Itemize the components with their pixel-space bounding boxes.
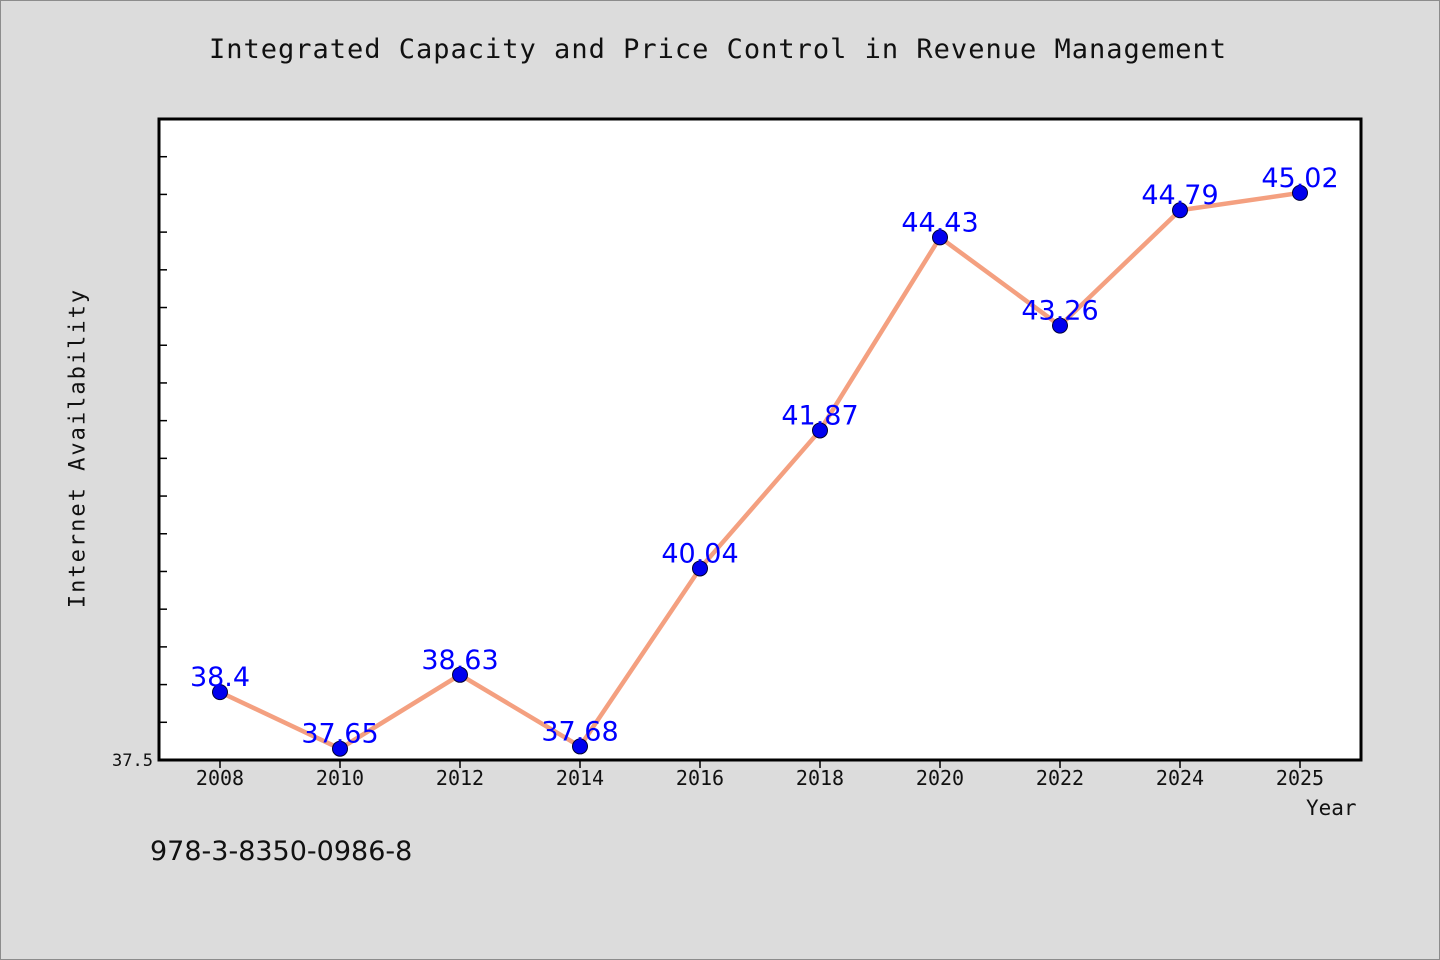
data-label: 45.02	[1261, 163, 1338, 194]
data-label: 44.79	[1141, 180, 1218, 211]
data-label: 37.68	[541, 716, 618, 747]
data-label: 38.63	[421, 645, 498, 676]
x-tick-label: 2020	[916, 766, 964, 790]
x-tick-label: 2008	[196, 766, 244, 790]
data-point	[692, 560, 708, 577]
x-axis-ticks: 2008 2010 2012 2014 2016 2018 2020 2022 2024 2025	[196, 760, 1324, 790]
x-tick-label: 2025	[1276, 766, 1324, 790]
data-label: 40.04	[661, 538, 738, 569]
x-tick-label: 2016	[676, 766, 724, 790]
data-point	[812, 422, 828, 439]
data-point	[1052, 317, 1068, 334]
x-tick-label: 2022	[1036, 766, 1084, 790]
isbn-text: 978-3-8350-0986-8	[150, 836, 413, 867]
x-axis-label: Year	[1306, 796, 1357, 820]
data-point	[212, 684, 228, 701]
x-tick-label: 2014	[556, 766, 604, 790]
data-label: 38.4	[190, 662, 250, 693]
data-label: 41.87	[781, 400, 858, 431]
x-tick-label: 2012	[436, 766, 484, 790]
chart-title: Integrated Capacity and Price Control in…	[208, 34, 1228, 65]
x-tick-label: 2024	[1156, 766, 1204, 790]
x-tick-label: 2010	[316, 766, 364, 790]
y-tick-label: 37.5	[112, 751, 153, 771]
data-labels-group: 38.4 37.65 38.63 37.68 40.04 41.87 44.43 43.26 4…	[190, 163, 1339, 750]
data-point	[1172, 202, 1188, 219]
data-point	[572, 738, 588, 755]
data-label: 43.26	[1021, 296, 1098, 327]
y-axis-ticks: 37.5	[112, 155, 167, 771]
data-label: 44.43	[901, 207, 978, 238]
data-point	[452, 666, 468, 683]
data-point	[932, 229, 948, 246]
data-point	[1292, 184, 1308, 201]
series-group	[212, 184, 1308, 757]
data-point	[332, 740, 348, 757]
data-label: 37.65	[301, 719, 378, 750]
x-tick-label: 2018	[796, 766, 844, 790]
series-line	[219, 190, 1301, 751]
